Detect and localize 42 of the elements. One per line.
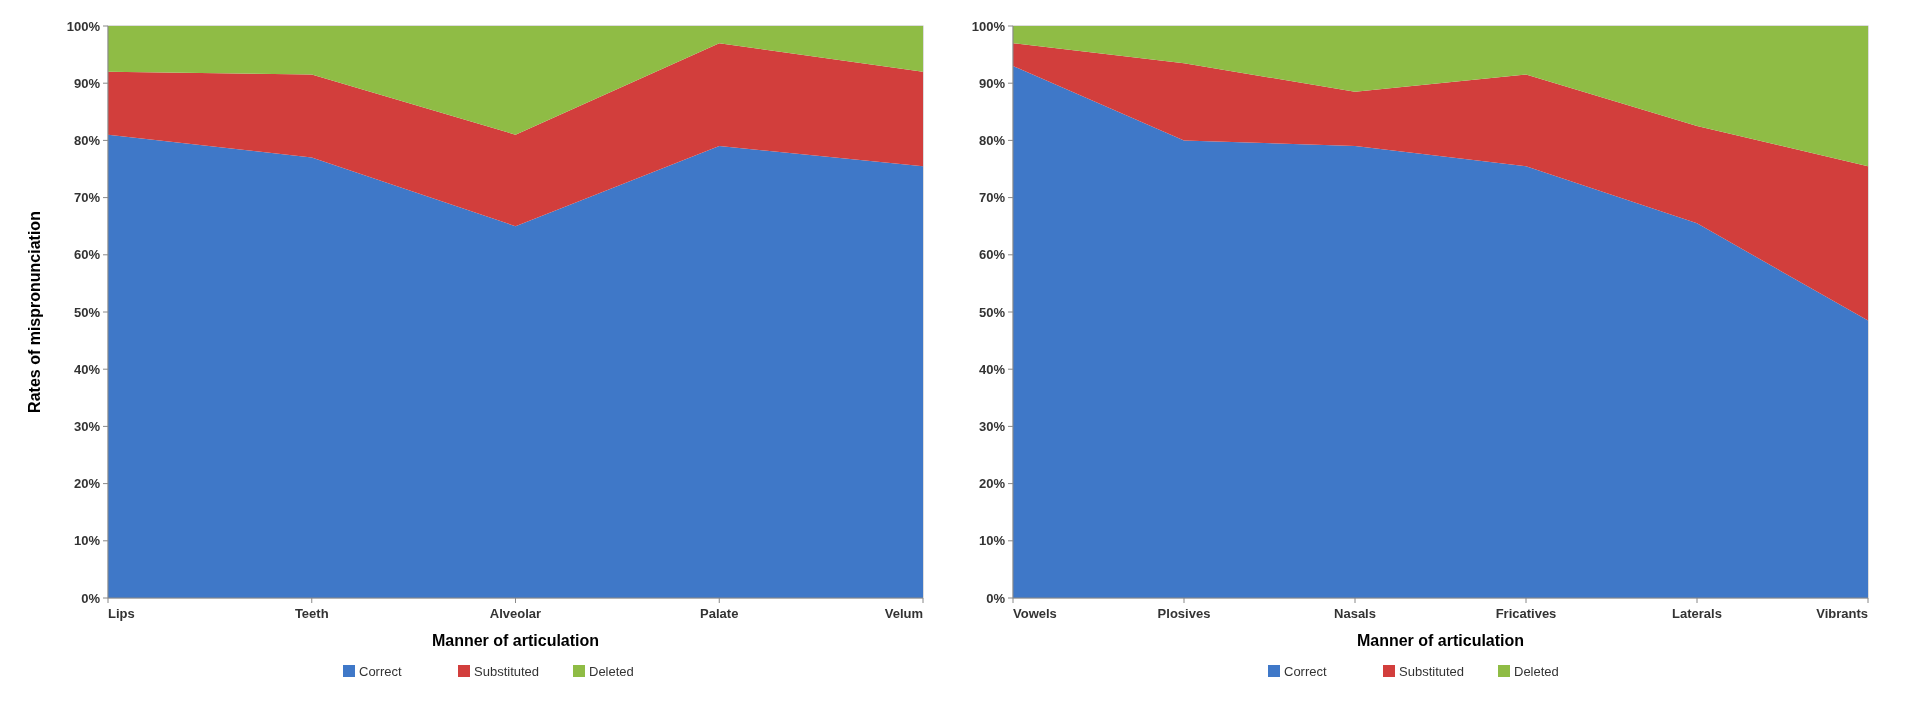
y-tick-label: 20%	[73, 476, 101, 492]
x-tick-label: Alveolar	[489, 606, 542, 621]
y-axis-title: Rates of mispronunciation	[26, 211, 43, 413]
x-tick-label: Velum	[884, 606, 923, 621]
legend-label: Substituted	[1399, 664, 1465, 679]
y-tick-label: 80%	[978, 132, 1006, 148]
y-tick-label: 10%	[73, 533, 101, 549]
x-tick-label: Laterals	[1672, 606, 1722, 621]
x-tick-label: Fricatives	[1495, 606, 1557, 621]
y-tick-label: 60%	[978, 247, 1006, 263]
y-tick-label: 10%	[978, 533, 1006, 549]
y-tick-label: 50%	[73, 304, 101, 320]
x-tick-label: Teeth	[294, 606, 329, 621]
y-tick-label: 50%	[978, 304, 1006, 320]
legend-label: Deleted	[589, 664, 634, 679]
y-tick-label: 70%	[73, 190, 101, 206]
y-tick-label: 30%	[73, 418, 101, 434]
legend-label: Substituted	[474, 664, 540, 679]
y-tick-label: 90%	[978, 75, 1006, 91]
y-tick-label: 70%	[978, 190, 1006, 206]
y-tick-label: 60%	[73, 247, 101, 263]
x-tick-label: Vowels	[1013, 606, 1057, 621]
y-tick-label: 100%	[66, 18, 101, 34]
y-tick-label: 80%	[73, 132, 101, 148]
y-tick-label: 40%	[73, 361, 101, 377]
legend-label: Deleted	[1514, 664, 1559, 679]
x-tick-label: Nasals	[1334, 606, 1376, 621]
y-tick-label: 0%	[81, 590, 101, 606]
x-tick-label: Lips	[108, 606, 135, 621]
y-tick-label: 40%	[978, 361, 1006, 377]
y-tick-label: 90%	[73, 75, 101, 91]
y-tick-label: 30%	[978, 418, 1006, 434]
x-tick-label: Plosives	[1157, 606, 1211, 621]
x-axis-title: Manner of articulation	[1356, 632, 1525, 649]
y-tick-label: 100%	[971, 18, 1006, 34]
legend-label: Correct	[359, 664, 403, 679]
x-tick-label: Palate	[700, 606, 739, 621]
x-tick-label: Vibrants	[1816, 606, 1868, 621]
y-tick-label: 0%	[986, 590, 1006, 606]
x-axis-title: Manner of articulation	[431, 632, 600, 649]
y-tick-label: 20%	[978, 476, 1006, 492]
legend-label: Correct	[1284, 664, 1328, 679]
